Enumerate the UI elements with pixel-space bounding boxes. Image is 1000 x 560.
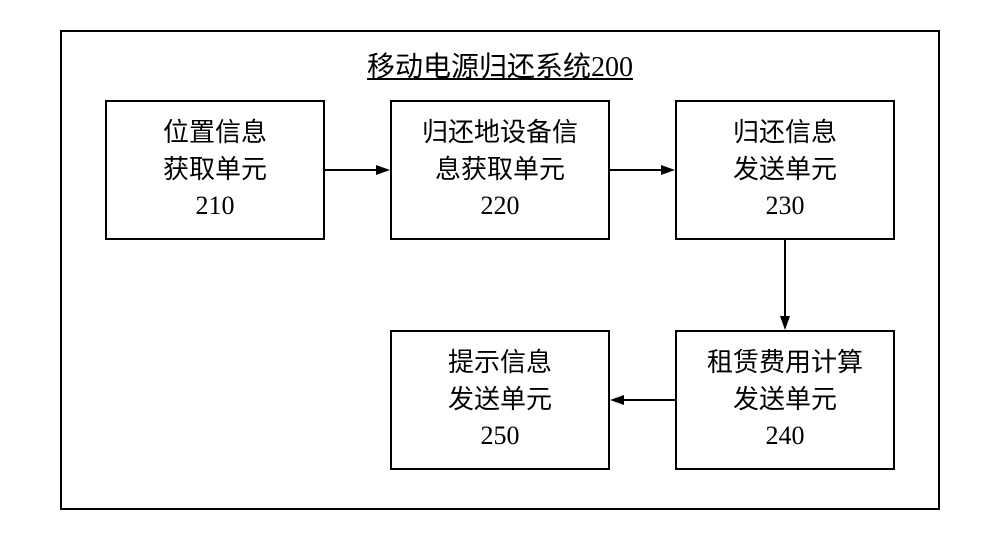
node-number: 240 xyxy=(766,418,805,454)
node-label-line1: 位置信息 xyxy=(163,115,267,151)
arrow-n240-n250 xyxy=(590,380,695,420)
arrow-n210-n220 xyxy=(305,150,410,190)
node-label-line2: 发送单元 xyxy=(733,152,837,188)
node-250: 提示信息发送单元250 xyxy=(390,330,610,470)
node-210: 位置信息获取单元210 xyxy=(105,100,325,240)
node-label-line1: 提示信息 xyxy=(448,345,552,381)
node-230: 归还信息发送单元230 xyxy=(675,100,895,240)
node-number: 250 xyxy=(481,418,520,454)
node-label-line2: 发送单元 xyxy=(448,382,552,418)
node-label-line1: 归还信息 xyxy=(733,115,837,151)
diagram-title: 移动电源归还系统200 xyxy=(320,45,680,85)
node-number: 210 xyxy=(196,188,235,224)
arrow-n220-n230 xyxy=(590,150,695,190)
node-number: 220 xyxy=(481,188,520,224)
node-label-line1: 租赁费用计算 xyxy=(707,345,863,381)
node-220: 归还地设备信息获取单元220 xyxy=(390,100,610,240)
node-label-line2: 息获取单元 xyxy=(435,152,565,188)
node-label-line1: 归还地设备信 xyxy=(422,115,578,151)
node-240: 租赁费用计算发送单元240 xyxy=(675,330,895,470)
node-label-line2: 获取单元 xyxy=(163,152,267,188)
arrow-n230-n240 xyxy=(765,220,805,350)
node-label-line2: 发送单元 xyxy=(733,382,837,418)
